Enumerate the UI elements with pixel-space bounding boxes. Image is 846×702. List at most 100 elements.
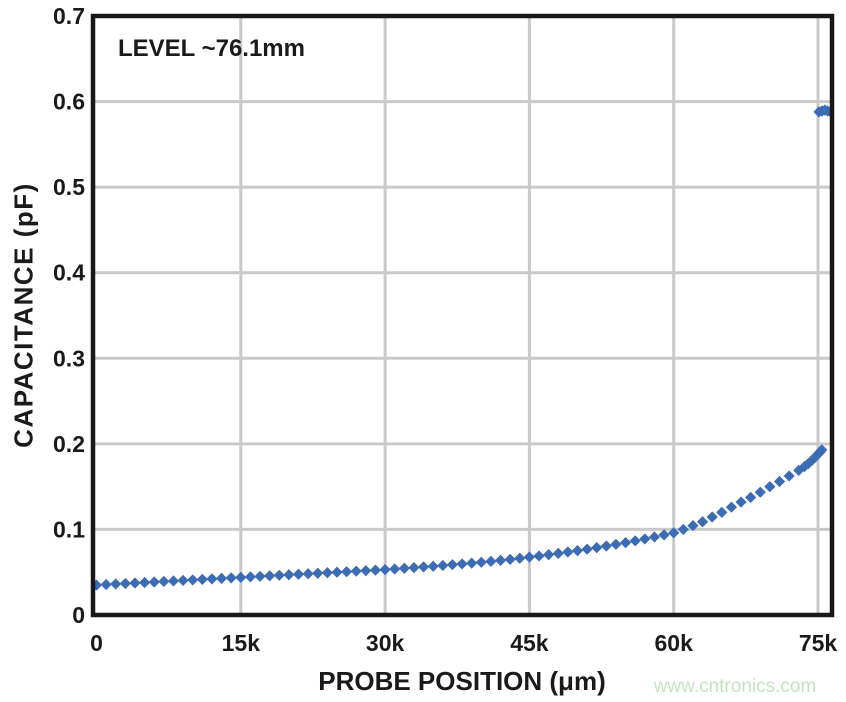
data-point (187, 574, 199, 586)
data-point (254, 570, 266, 582)
watermark: www.cntronics.com (653, 676, 817, 697)
data-point (696, 516, 709, 528)
data-point (571, 545, 584, 557)
data-point (514, 552, 526, 564)
data-point (706, 511, 718, 523)
data-point (292, 568, 305, 580)
data-point (408, 561, 420, 574)
data-point (475, 556, 487, 568)
data-point (158, 575, 170, 588)
data-point (331, 566, 343, 578)
data-point (735, 496, 747, 508)
data-point (389, 563, 401, 575)
data-point (456, 558, 468, 570)
data-point (639, 533, 651, 545)
data-point (677, 523, 689, 536)
y-tick-label: 0 (72, 602, 85, 628)
data-point (95, 579, 103, 591)
data-point (725, 501, 738, 513)
data-point (273, 569, 285, 581)
data-point (100, 578, 112, 591)
data-point (581, 543, 593, 555)
data-point (417, 561, 430, 573)
data-point (206, 573, 218, 585)
data-point (809, 451, 821, 463)
data-point (504, 553, 516, 565)
x-tick-label: 45k (510, 630, 549, 656)
y-tick-label: 0.4 (53, 260, 85, 286)
data-point (485, 555, 497, 567)
y-tick-label: 0.2 (53, 431, 85, 457)
data-point (321, 567, 333, 579)
data-point (139, 576, 151, 589)
plot-frame (90, 13, 835, 618)
level-annotation: LEVEL ~76.1mm (118, 35, 305, 62)
y-tick-label: 0.1 (53, 516, 85, 542)
data-point (543, 549, 555, 561)
data-point (600, 540, 612, 552)
gridlines (93, 16, 832, 615)
data-point (244, 571, 257, 583)
data-point (177, 574, 189, 587)
y-tick-label: 0.3 (53, 345, 85, 371)
y-tick-label: 0.6 (53, 89, 85, 115)
x-tick-label: 15k (222, 630, 261, 656)
data-point (235, 571, 247, 583)
x-tick-label: 60k (655, 630, 694, 656)
data-point (658, 529, 670, 541)
data-point (446, 559, 459, 571)
data-point (283, 569, 295, 581)
y-tick-label: 0.7 (53, 3, 85, 29)
data-point (264, 570, 276, 582)
data-point (629, 535, 641, 547)
data-point (119, 577, 131, 590)
data-point (687, 519, 699, 532)
data-point (341, 566, 353, 578)
data-point (312, 567, 324, 579)
x-tick-labels: 0 15k 30k 45k 60k 75k (90, 630, 837, 656)
data-point (225, 572, 237, 584)
x-tick-label: 0 (90, 630, 103, 656)
data-point (773, 475, 786, 488)
data-point (533, 550, 545, 562)
data-point (610, 538, 622, 550)
y-tick-labels: 0 0.1 0.2 0.3 0.4 0.5 0.6 0.7 (53, 3, 85, 628)
capacitance-vs-probe-position (95, 444, 828, 591)
data-point (745, 491, 757, 503)
data-point (466, 557, 478, 569)
x-tick-label: 75k (799, 630, 838, 656)
data-point (427, 560, 439, 572)
data-point (783, 470, 795, 482)
data-point (350, 565, 362, 577)
data-point (552, 547, 564, 559)
data-point (816, 444, 828, 456)
data-point (648, 531, 661, 543)
data-point (562, 546, 574, 558)
x-axis-label: PROBE POSITION (μm) (318, 666, 606, 696)
data-series (95, 104, 830, 591)
data-point (523, 551, 535, 563)
level-contact-reading (813, 104, 830, 118)
data-point (798, 460, 811, 473)
x-tick-label: 30k (366, 630, 405, 656)
data-point (167, 575, 180, 587)
data-point (591, 542, 603, 554)
data-point (754, 486, 766, 498)
data-point (360, 565, 372, 577)
data-point (668, 527, 680, 539)
data-point (398, 562, 410, 574)
data-point (369, 564, 382, 576)
data-point (302, 568, 314, 580)
data-point (764, 481, 776, 493)
data-point (437, 559, 449, 572)
data-point (620, 537, 632, 549)
data-point (824, 106, 830, 117)
data-point (494, 554, 507, 567)
data-point (196, 573, 208, 586)
data-point (379, 564, 391, 576)
data-point (148, 576, 160, 588)
data-point (215, 572, 228, 584)
data-point (110, 578, 122, 590)
